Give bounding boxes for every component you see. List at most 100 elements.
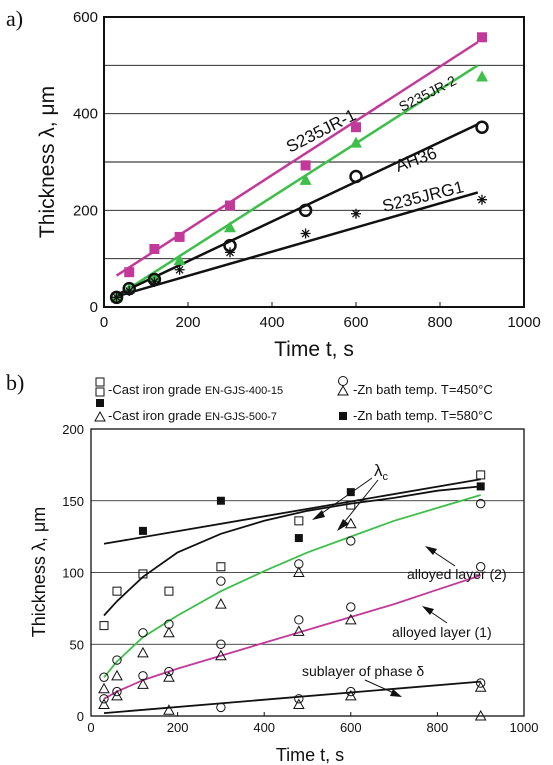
panel-b-point-open-square <box>346 500 356 510</box>
panel-a-point-1 <box>299 173 312 185</box>
panel-b-point-open-square <box>476 470 486 480</box>
panel-b-curve-alloyed-2 <box>103 494 481 678</box>
panel-a-label: a) <box>6 6 23 31</box>
legend-cast-iron-500: -Cast iron grade EN-GJS-500-7 <box>108 408 277 423</box>
panel-a-fit-line-1 <box>115 64 479 298</box>
panel-b-curve-sublayer <box>103 680 481 714</box>
panel-b-point-open-circle <box>346 686 356 697</box>
panel-a-point-2 <box>298 203 313 218</box>
panel-b-point-open-triangle <box>344 613 357 625</box>
panel-a-point-3 <box>111 292 122 303</box>
panel-b-point-open-circle <box>346 536 356 546</box>
annotation-alloyed-1-text: alloyed layer (1) <box>392 624 492 640</box>
panel-a-x-tick-label: 1000 <box>507 314 540 331</box>
panel-a-point-1 <box>476 70 488 82</box>
panel-a-x-tick-label: 800 <box>427 314 452 331</box>
panel-b-point-open-triangle <box>163 626 175 638</box>
panel-b-y-axis-label: Thickness λ, μm <box>29 507 49 637</box>
panel-b-point-open-triangle <box>98 698 110 710</box>
arrow-sublayer <box>364 679 397 695</box>
panel-b-point-open-circle <box>99 694 109 704</box>
arrow-alloyed-2 <box>430 549 456 567</box>
legend-marker-filled-square <box>96 399 104 407</box>
legend-marker-open-square-bottom <box>95 387 105 397</box>
panel-a-chart: a) 0 200 400 600 800 1000 0 200 400 600 Time t, s… <box>6 6 541 361</box>
panel-a-x-tick-label: 600 <box>343 314 368 331</box>
panel-a-point-0 <box>477 32 487 43</box>
panel-a-point-0 <box>351 122 361 133</box>
panel-b-point-open-triangle <box>474 709 487 721</box>
annotation-lambda-c-text: λc <box>374 461 389 483</box>
panel-b-frame <box>90 428 525 717</box>
arrowhead-alloyed-1 <box>422 606 434 615</box>
panel-a-y-axis-label: Thickness λ, μm <box>36 86 59 238</box>
panel-b-point-filled-square <box>346 488 355 497</box>
panel-b-x-tick-label: 600 <box>340 720 362 735</box>
panel-b-point-open-triangle <box>292 698 305 710</box>
panel-b-point-open-circle <box>476 678 486 688</box>
panel-b-point-open-triangle <box>344 517 357 529</box>
panel-a-point-1 <box>224 221 236 233</box>
panel-b-point-open-square <box>138 569 148 579</box>
annotation-sublayer-text: sublayer of phase δ <box>302 663 424 679</box>
panel-a-y-tick-label: 0 <box>90 299 98 316</box>
panel-b-point-open-triangle <box>215 598 227 609</box>
panel-a-point-3 <box>174 264 185 275</box>
panel-b-point-filled-square <box>294 534 303 543</box>
panel-b-x-tick-label: 0 <box>87 720 94 735</box>
panel-b-point-open-circle <box>164 666 174 677</box>
panel-b-point-open-circle <box>112 655 122 665</box>
panel-b-point-open-square <box>112 586 122 596</box>
panel-b-y-tick-label: 100 <box>62 566 84 581</box>
panel-b-point-open-triangle <box>344 689 357 701</box>
panel-b-chart: b) -Cast iron grade EN-GJS-400-15 -Cast … <box>6 370 538 765</box>
panel-a-x-axis-label: Time t, s <box>274 338 354 361</box>
panel-b-point-open-circle <box>216 639 226 649</box>
legend-marker-filled-square-580 <box>339 412 347 420</box>
annotation-alloyed-2-text: alloyed layer (2) <box>407 566 507 582</box>
panel-b-point-open-triangle <box>111 669 123 681</box>
panel-b-x-tick-label: 800 <box>427 720 449 735</box>
panel-b-point-open-circle <box>99 672 109 682</box>
arrowhead-sublayer <box>390 689 402 697</box>
panel-b-point-open-triangle <box>137 646 149 658</box>
panel-b-point-open-triangle <box>111 689 123 701</box>
legend-zn-450: -Zn bath temp. T=450°C <box>353 382 493 397</box>
panel-b-curve-lambda-c-lower <box>103 485 481 617</box>
panel-b-point-open-triangle <box>137 678 149 689</box>
panel-a-point-0 <box>149 244 160 254</box>
panel-a-point-3 <box>300 228 311 239</box>
legend-cast-iron-400: -Cast iron grade EN-GJS-400-15 <box>108 382 283 397</box>
panel-a-point-3 <box>225 247 235 258</box>
legend-marker-open-square-top <box>95 377 105 387</box>
annotation-alloyed-1: alloyed layer (1) <box>392 606 492 640</box>
panel-b-point-filled-square <box>138 526 147 535</box>
panel-a-point-3 <box>124 286 135 297</box>
panel-b-point-filled-square <box>216 496 225 505</box>
panel-a-point-3 <box>351 208 361 219</box>
panel-a-point-0 <box>174 231 185 242</box>
panel-b-point-open-circle <box>294 694 304 704</box>
legend-marker-triangle-small <box>337 384 349 396</box>
panel-b-legend: -Cast iron grade EN-GJS-400-15 -Cast iro… <box>94 376 493 423</box>
panel-b-point-open-circle <box>112 686 122 697</box>
panel-b-y-tick-label: 50 <box>70 637 84 652</box>
panel-b-x-axis-label: Time t, s <box>276 745 344 765</box>
legend-marker-triangle <box>94 410 106 422</box>
panel-b-point-open-triangle <box>163 704 175 715</box>
panel-a-point-3 <box>149 276 160 287</box>
panel-a-point-1 <box>350 136 362 148</box>
panel-b-y-tick-label: 0 <box>77 709 84 724</box>
arrow-lambda-c-1 <box>317 477 373 517</box>
panel-a-x-tick-label: 200 <box>175 314 200 331</box>
panel-b-point-filled-square <box>476 482 485 491</box>
panel-b-point-open-triangle <box>163 671 175 682</box>
panel-b-label: b) <box>6 370 24 395</box>
arrowhead-lambda-c-2 <box>337 519 349 531</box>
panel-a-point-3 <box>477 194 487 205</box>
panel-a-point-2 <box>109 290 124 305</box>
annotation-sublayer: sublayer of phase δ <box>302 663 424 697</box>
panel-b-y-tick-label: 200 <box>62 422 84 437</box>
arrowhead-lambda-c-1 <box>312 510 325 520</box>
panel-a-point-0 <box>124 267 135 278</box>
